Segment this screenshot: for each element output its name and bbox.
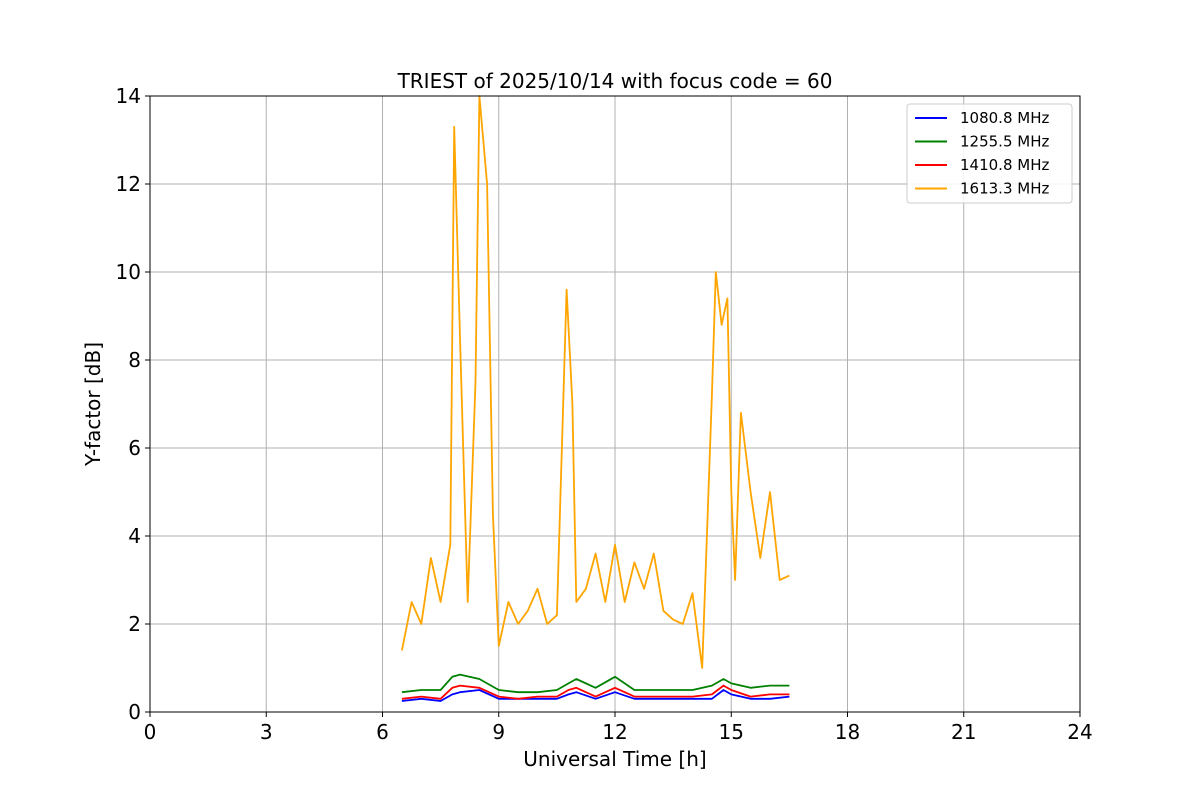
y-tick-label: 0 bbox=[128, 700, 141, 724]
y-tick-label: 10 bbox=[116, 260, 141, 284]
y-tick-label: 12 bbox=[116, 172, 141, 196]
series-line-4 bbox=[401, 95, 790, 669]
x-tick-label: 24 bbox=[1067, 720, 1092, 744]
x-tick-label: 9 bbox=[492, 720, 505, 744]
x-tick-label: 6 bbox=[376, 720, 389, 744]
x-tick-label: 3 bbox=[260, 720, 273, 744]
series-lines bbox=[401, 95, 790, 702]
y-tick-label: 2 bbox=[128, 612, 141, 636]
x-tick-label: 0 bbox=[144, 720, 157, 744]
y-tick-label: 8 bbox=[128, 348, 141, 372]
series-line-1 bbox=[401, 689, 790, 702]
legend-label: 1080.8 MHz bbox=[960, 109, 1049, 127]
x-tick-label: 18 bbox=[835, 720, 860, 744]
x-tick-label: 12 bbox=[602, 720, 627, 744]
x-tick-label: 21 bbox=[951, 720, 976, 744]
y-tick-label: 6 bbox=[128, 436, 141, 460]
legend-label: 1410.8 MHz bbox=[960, 156, 1049, 174]
series-line-3 bbox=[401, 684, 790, 700]
y-tick-label: 14 bbox=[116, 84, 141, 108]
legend-box bbox=[906, 103, 1073, 204]
chart-title: TRIEST of 2025/10/14 with focus code = 6… bbox=[397, 69, 833, 93]
y-tick-label: 4 bbox=[128, 524, 141, 548]
x-tick-label: 15 bbox=[719, 720, 744, 744]
legend-label: 1255.5 MHz bbox=[960, 133, 1049, 151]
legend-label: 1613.3 MHz bbox=[960, 180, 1049, 198]
series-line-2 bbox=[401, 673, 790, 694]
y-axis-label: Y-factor [dB] bbox=[81, 342, 105, 467]
x-axis-label: Universal Time [h] bbox=[523, 747, 706, 771]
legend: 1080.8 MHz 1255.5 MHz 1410.8 MHz 1613.3 MHz bbox=[906, 103, 1073, 204]
